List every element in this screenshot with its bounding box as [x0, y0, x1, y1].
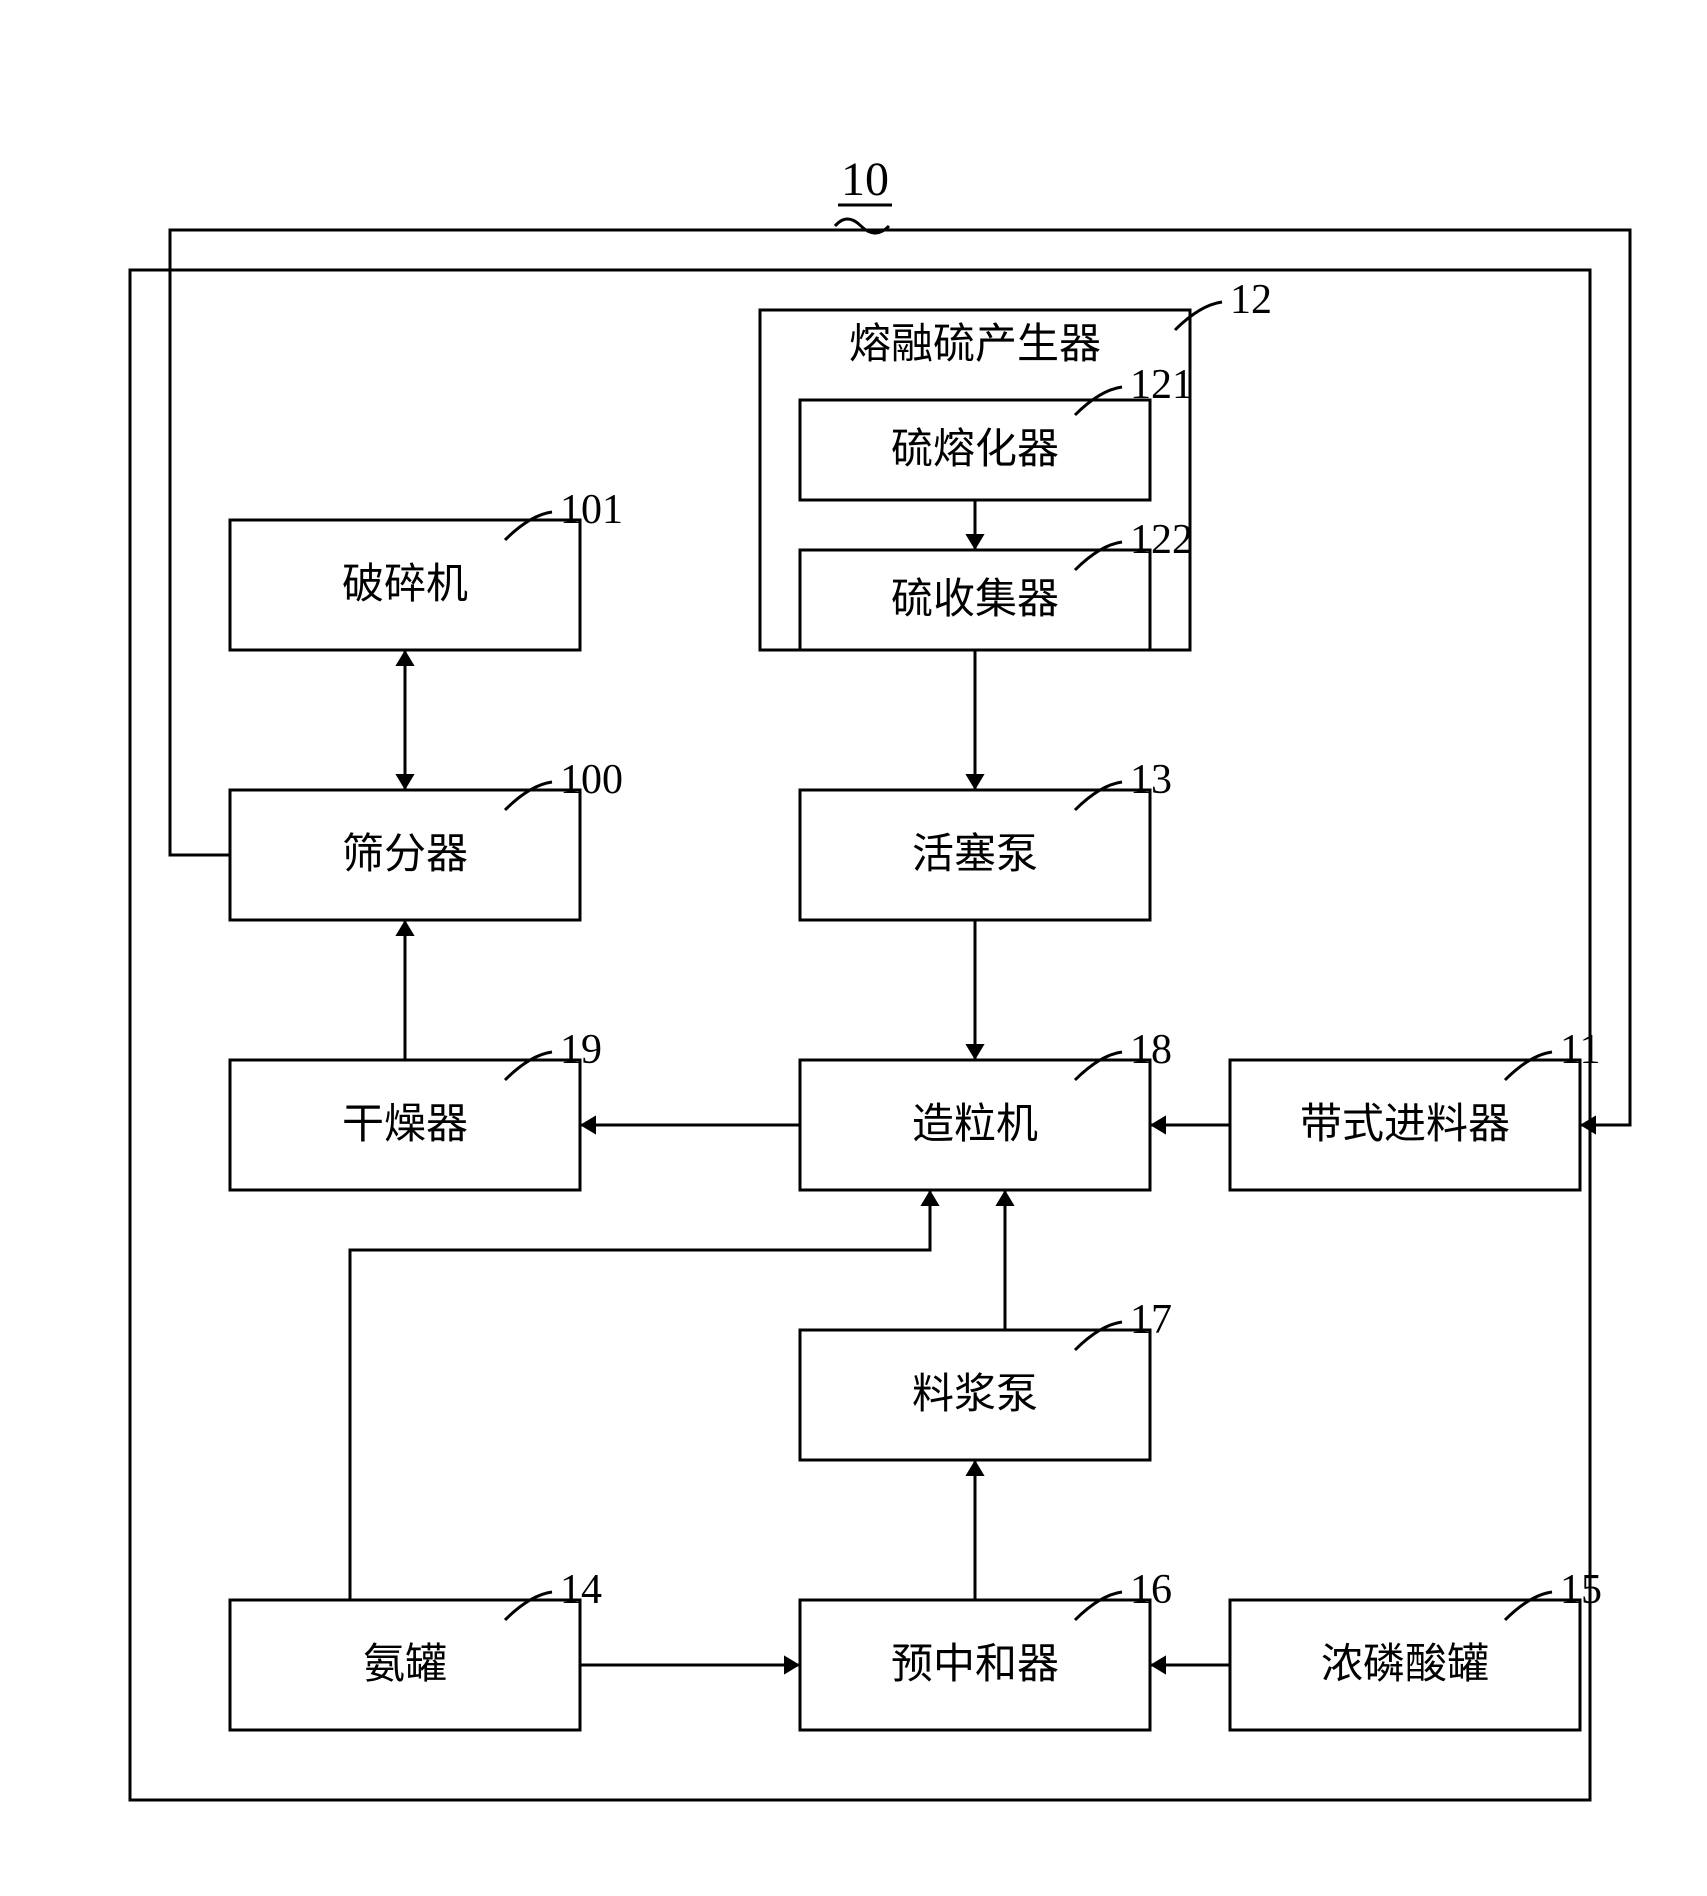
ref-text-101: 101	[560, 487, 623, 533]
node-19: 干燥器	[230, 1060, 580, 1190]
node-121: 硫熔化器	[800, 400, 1150, 500]
ref-leader-101	[505, 512, 552, 540]
node-label-17: 料浆泵	[912, 1372, 1038, 1418]
ref-text-100: 100	[560, 757, 623, 803]
ref-label-19: 19	[505, 1027, 602, 1080]
diagram-id-label: 10	[835, 153, 892, 233]
diagram-id-text: 10	[841, 153, 889, 206]
node-label-122: 硫收集器	[891, 577, 1059, 623]
nodes-layer: 熔融硫产生器硫熔化器硫收集器 破碎机筛分器 活塞泵干燥器 造粒机 带式进料器料浆泵氨罐 预…	[230, 310, 1580, 1730]
edge-n18-n19	[580, 1115, 800, 1134]
node-label-101: 破碎机	[342, 562, 468, 608]
node-100: 筛分器	[230, 790, 580, 920]
ref-labels-layer: 12 121 122 101 100 13 19 18 11 17 14 16 15	[505, 277, 1602, 1620]
node-14: 氨罐	[230, 1600, 580, 1730]
edge-n14-n18	[350, 1190, 940, 1600]
process-flow-diagram: 10 熔融硫产生器硫熔化器硫收集器 破碎机筛分器 活塞泵干燥器 造粒机 带式进料器料浆泵…	[0, 0, 1707, 1896]
ref-label-11: 11	[1505, 1027, 1600, 1080]
ref-label-101: 101	[505, 487, 623, 540]
ref-label-121: 121	[1075, 362, 1193, 415]
ref-text-122: 122	[1130, 517, 1193, 563]
node-15: 浓磷酸罐	[1230, 1600, 1580, 1730]
node-label-12: 熔融硫产生器	[849, 321, 1101, 368]
ref-label-122: 122	[1075, 517, 1193, 570]
ref-text-19: 19	[560, 1027, 602, 1073]
ref-leader-19	[505, 1052, 552, 1080]
ref-text-15: 15	[1560, 1567, 1602, 1613]
edge-n101-n100	[395, 650, 414, 790]
edge-n16-n17	[965, 1460, 984, 1600]
node-122: 硫收集器	[800, 550, 1150, 650]
node-label-15: 浓磷酸罐	[1321, 1642, 1489, 1688]
ref-leader-15	[1505, 1592, 1552, 1620]
edge-n11-n18	[1150, 1115, 1230, 1134]
edge-n12-n13	[965, 650, 984, 790]
ref-leader-14	[505, 1592, 552, 1620]
edge-n15-n16	[1150, 1655, 1230, 1674]
ref-leader-18	[1075, 1052, 1122, 1080]
ref-text-17: 17	[1130, 1297, 1172, 1343]
edge-n14-n16	[580, 1655, 800, 1674]
ref-text-12: 12	[1230, 277, 1272, 323]
ref-leader-12	[1175, 302, 1222, 330]
node-label-18: 造粒机	[912, 1102, 1038, 1148]
ref-label-18: 18	[1075, 1027, 1172, 1080]
ref-text-121: 121	[1130, 362, 1193, 408]
node-13: 活塞泵	[800, 790, 1150, 920]
ref-label-14: 14	[505, 1567, 602, 1620]
ref-label-100: 100	[505, 757, 623, 810]
ref-leader-13	[1075, 782, 1122, 810]
edge-n19-n100	[395, 920, 414, 1060]
node-18: 造粒机	[800, 1060, 1150, 1190]
ref-text-13: 13	[1130, 757, 1172, 803]
ref-text-18: 18	[1130, 1027, 1172, 1073]
node-16: 预中和器	[800, 1600, 1150, 1730]
ref-leader-100	[505, 782, 552, 810]
edge-n17-n18	[995, 1190, 1014, 1330]
ref-leader-122	[1075, 542, 1122, 570]
node-11: 带式进料器	[1230, 1060, 1580, 1190]
ref-leader-16	[1075, 1592, 1122, 1620]
edge-n121-n122	[965, 500, 984, 550]
ref-text-16: 16	[1130, 1567, 1172, 1613]
ref-label-17: 17	[1075, 1297, 1172, 1350]
ref-text-14: 14	[560, 1567, 602, 1613]
ref-leader-17	[1075, 1322, 1122, 1350]
ref-label-15: 15	[1505, 1567, 1602, 1620]
node-17: 料浆泵	[800, 1330, 1150, 1460]
ref-leader-11	[1505, 1052, 1552, 1080]
node-label-13: 活塞泵	[912, 831, 1038, 878]
node-label-19: 干燥器	[342, 1102, 468, 1148]
node-101: 破碎机	[230, 520, 580, 650]
node-label-100: 筛分器	[342, 832, 468, 878]
ref-label-13: 13	[1075, 757, 1172, 810]
node-label-16: 预中和器	[891, 1642, 1059, 1688]
node-label-14: 氨罐	[363, 1642, 447, 1688]
ref-text-11: 11	[1560, 1027, 1600, 1073]
node-label-11: 带式进料器	[1300, 1102, 1510, 1148]
ref-label-16: 16	[1075, 1567, 1172, 1620]
node-label-121: 硫熔化器	[891, 426, 1059, 473]
edge-n13-n18	[965, 920, 984, 1060]
